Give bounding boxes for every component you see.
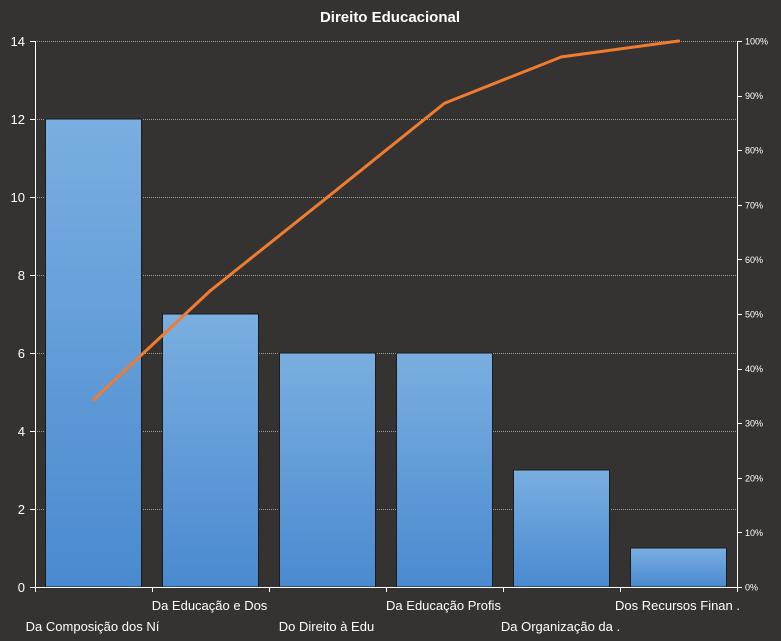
x-category-label: Do Direito à Edu [279,619,374,634]
y-tick-label: 0 [18,580,25,595]
y2-tick-label: 40% [745,364,763,374]
bar [45,118,142,588]
y-tick-label: 12 [11,112,25,127]
bar [630,547,727,588]
line-point [326,195,329,199]
y2-tick-label: 20% [745,473,763,483]
y2-tick-label: 70% [745,200,763,210]
y-tick-label: 2 [18,502,25,517]
y-tick-label: 8 [18,268,25,283]
y-tick-label: 4 [18,424,25,439]
x-category-label: Dos Recursos Finan . [615,598,740,613]
bar [396,352,493,588]
y2-tick-label: 90% [745,91,763,101]
grid-lines [35,41,737,510]
y2-tick-label: 80% [745,146,763,156]
y2-tick-label: 100% [745,37,768,47]
y-tick-label: 10 [11,190,25,205]
line-point [560,55,563,59]
cumulative-line [92,39,680,402]
x-category-label: Da Educação e Dos [152,598,268,613]
y2-tick-label: 30% [745,419,763,429]
y2-axis-tick-labels: 0% 10% 20% 30% 40% 50% 60% 70% 80% 90% 100% [745,37,768,593]
y2-tick-label: 0% [745,583,758,593]
y-tick-label: 14 [11,34,25,49]
y2-tick-label: 50% [745,310,763,320]
y-axis-tick-labels: 0 2 4 6 8 10 12 14 [11,34,25,595]
x-axis-category-labels: Da Composição dos Ní Da Educação e Dos Do … [26,598,740,634]
x-category-label: Da Educação Profis [386,598,501,613]
y2-tick-label: 10% [745,528,763,538]
bar [513,469,610,588]
bars [45,118,727,588]
x-category-label: Da Composição dos Ní [26,619,160,634]
line-point [209,289,212,293]
x-category-label: Da Organização da . [501,619,620,634]
cumulative-series-line [92,39,680,402]
bar [162,313,259,588]
line-point [92,398,95,402]
chart-title: Direito Educacional [320,9,460,26]
bar [279,352,376,588]
line-point [443,101,446,105]
line-point [677,39,680,43]
y2-tick-label: 60% [745,255,763,265]
y-tick-label: 6 [18,346,25,361]
axes [30,41,742,592]
